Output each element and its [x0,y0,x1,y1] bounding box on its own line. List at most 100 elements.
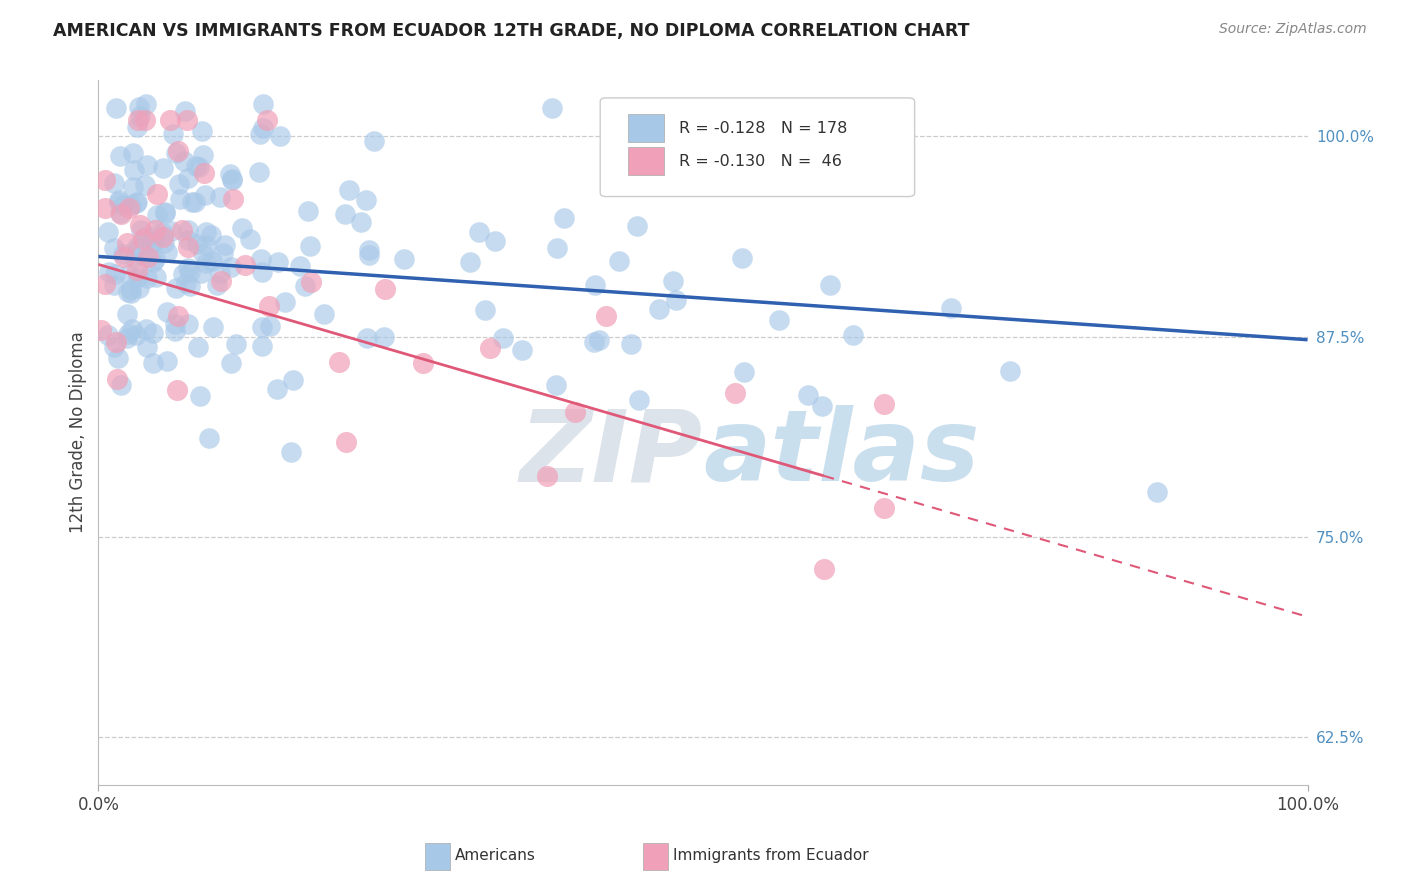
Point [127,269,149,284]
Point [266,382,288,396]
Point [115,235,138,250]
FancyBboxPatch shape [600,98,915,196]
Point [90,323,112,337]
Point [267,254,290,268]
Point [491,331,513,345]
Point [191,246,214,260]
Point [354,194,377,208]
Text: Americans: Americans [456,848,536,863]
Point [195,225,218,239]
Point [484,234,506,248]
Point [127,120,149,135]
Point [191,124,214,138]
Point [259,299,281,313]
Point [174,277,197,291]
Point [128,100,150,114]
Point [103,241,125,255]
Point [214,238,236,252]
Point [250,339,273,353]
Point [159,113,181,128]
Text: Source: ZipAtlas.com: Source: ZipAtlas.com [1219,22,1367,37]
Point [225,336,247,351]
Point [115,307,138,321]
Point [177,170,200,185]
FancyBboxPatch shape [425,843,450,870]
Point [177,240,200,254]
Point [93,277,115,292]
Point [252,120,274,135]
Point [167,177,190,191]
Point [818,277,841,292]
Point [176,233,198,247]
Point [510,343,533,358]
Point [333,207,356,221]
Point [458,255,481,269]
Point [249,127,271,141]
Point [796,388,818,402]
Point [299,238,322,252]
Point [97,264,120,278]
Point [107,351,129,365]
Point [108,206,131,220]
Point [544,378,567,392]
Point [412,356,434,370]
Point [479,341,502,355]
Point [873,501,896,516]
Point [173,153,195,168]
Point [121,146,143,161]
Point [121,322,143,336]
Point [125,239,148,253]
Point [96,328,118,343]
Point [143,235,166,249]
Point [280,445,302,459]
Point [219,260,242,275]
Point [127,262,149,277]
Point [768,313,790,327]
Point [103,176,125,190]
Point [146,186,169,201]
Point [141,236,163,251]
Point [299,275,322,289]
Point [250,320,273,334]
Point [177,318,200,332]
Point [134,251,156,265]
Point [219,356,242,370]
Point [218,167,240,181]
Point [112,247,135,261]
Point [128,281,150,295]
Text: atlas: atlas [703,405,980,502]
Point [939,301,962,315]
Point [136,251,159,265]
Point [104,101,127,115]
Point [256,113,278,128]
Point [250,265,273,279]
Point [172,223,194,237]
Point [124,327,146,342]
Point [152,161,174,175]
Point [169,192,191,206]
Point [118,201,141,215]
Point [152,230,174,244]
Point [335,435,357,450]
Point [176,261,198,276]
Point [93,173,115,187]
Point [734,366,756,380]
Point [103,278,125,293]
Point [583,335,606,350]
Point [142,255,165,269]
Point [165,145,187,160]
Point [195,237,218,252]
Point [135,340,157,354]
Point [198,431,221,445]
Point [155,305,177,319]
Point [127,113,149,128]
Point [201,253,224,268]
Point [107,193,129,207]
Point [873,396,896,410]
Point [124,250,146,264]
Point [392,252,415,266]
Point [117,331,139,345]
Point [269,129,291,144]
Point [374,282,396,296]
Point [103,340,125,354]
